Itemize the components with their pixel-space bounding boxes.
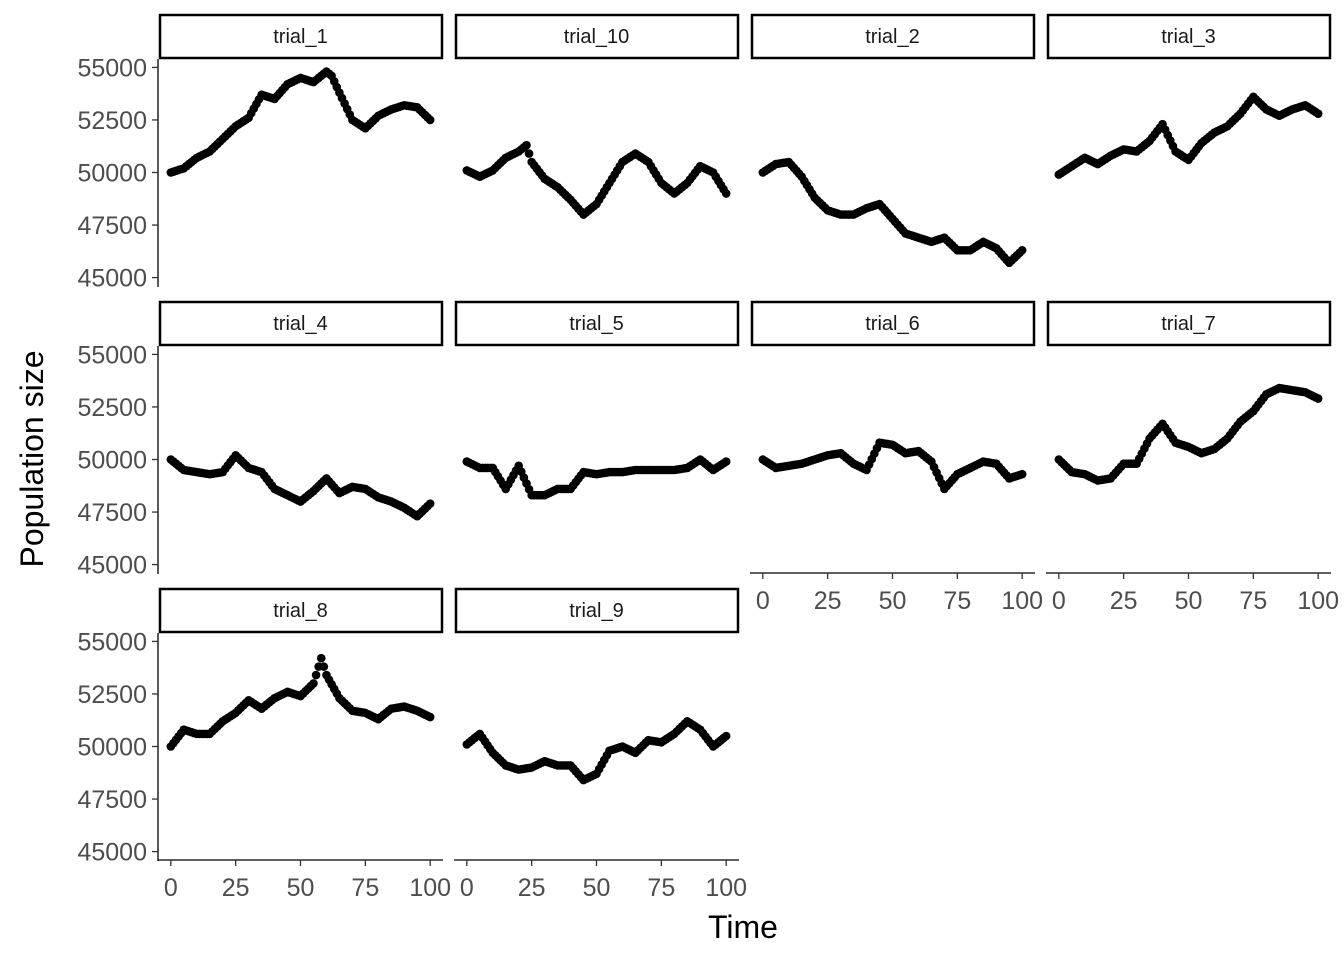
y-tick-label: 47500 — [77, 499, 147, 527]
x-tick-label: 50 — [287, 874, 315, 902]
y-tick-label: 52500 — [77, 107, 147, 135]
x-tick-label: 100 — [1297, 587, 1339, 615]
facet-strip — [454, 13, 740, 60]
facet-strip — [454, 300, 740, 347]
data-point — [721, 189, 731, 198]
facet-panel-trial_4: trial_4 45000 47500 50000 52500 55000 — [77, 300, 444, 580]
facet-panel-trial_5: trial_5 — [454, 300, 740, 500]
facet-strip — [454, 587, 740, 634]
data-points — [462, 455, 731, 500]
y-tick-label: 50000 — [77, 447, 147, 475]
x-tick-label: 75 — [351, 874, 379, 902]
y-tick-label: 55000 — [77, 341, 147, 369]
data-points — [758, 157, 1027, 268]
y-tick-label: 45000 — [77, 552, 147, 580]
facet-strip-label: trial_10 — [564, 26, 630, 48]
data-points — [1054, 92, 1323, 179]
x-tick-label: 100 — [409, 874, 451, 902]
facet-panel-trial_10: trial_10 — [454, 13, 740, 219]
x-tick-label: 50 — [1175, 587, 1203, 615]
x-tick-label: 50 — [583, 874, 611, 902]
y-tick-label: 55000 — [77, 54, 147, 82]
data-point — [1313, 394, 1323, 403]
x-tick-label: 0 — [164, 874, 178, 902]
x-tick-label: 75 — [1239, 587, 1267, 615]
data-point — [721, 731, 731, 741]
facet-strip-label: trial_8 — [273, 600, 327, 622]
x-axis-title: Time — [708, 909, 778, 945]
data-point — [309, 679, 318, 688]
data-point — [721, 457, 731, 466]
facet-strip — [158, 13, 444, 60]
x-tick-label: 50 — [879, 587, 907, 615]
y-tick-label: 52500 — [77, 394, 147, 422]
y-tick-label: 50000 — [77, 160, 147, 188]
y-tick-label: 45000 — [77, 265, 147, 293]
data-points — [166, 67, 435, 177]
data-point — [425, 712, 435, 722]
facet-strip-label: trial_2 — [865, 26, 919, 48]
x-tick-label: 0 — [756, 587, 770, 615]
facet-strip-label: trial_5 — [569, 313, 623, 335]
x-tick-label: 25 — [814, 587, 842, 615]
y-tick-label: 52500 — [77, 681, 147, 709]
data-points — [1054, 383, 1323, 485]
facet-strip-label: trial_9 — [569, 600, 623, 622]
x-tick-label: 75 — [647, 874, 675, 902]
x-tick-label: 100 — [705, 874, 747, 902]
y-tick-label: 50000 — [77, 734, 147, 762]
facet-strip-label: trial_6 — [865, 313, 919, 335]
data-point — [1313, 109, 1323, 118]
data-points — [462, 140, 731, 219]
y-tick-label: 55000 — [77, 628, 147, 656]
y-tick-label: 47500 — [77, 786, 147, 814]
data-point — [425, 115, 435, 125]
data-points — [166, 653, 435, 751]
data-point — [425, 499, 435, 508]
facet-strip-label: trial_7 — [1161, 313, 1215, 335]
data-point — [311, 670, 321, 680]
facet-panel-trial_7: trial_7 0 25 50 75 100 — [1046, 300, 1339, 615]
facet-panel-trial_3: trial_3 — [1046, 13, 1332, 179]
x-tick-label: 0 — [1052, 587, 1066, 615]
facet-strip — [750, 13, 1036, 60]
x-tick-label: 25 — [518, 874, 546, 902]
x-tick-label: 25 — [1110, 587, 1138, 615]
facet-panel-trial_8: trial_8 45000 47500 50000 52500 55000 0 25 50 75 1… — [77, 587, 451, 902]
y-axis-title: Population size — [14, 350, 50, 567]
data-points — [462, 716, 731, 785]
data-point — [524, 149, 534, 158]
y-tick-label: 47500 — [77, 212, 147, 240]
facet-panels: trial_14500047500500005250055000trial_10… — [77, 13, 1339, 902]
facet-panel-trial_9: trial_9 0 25 50 75 100 — [454, 587, 747, 902]
x-tick-label: 75 — [943, 587, 971, 615]
data-points — [758, 438, 1027, 494]
data-point — [316, 653, 326, 663]
facet-strip-label: trial_1 — [273, 26, 327, 48]
data-point — [319, 662, 329, 671]
x-tick-label: 100 — [1001, 587, 1043, 615]
facet-strip — [750, 300, 1036, 347]
facet-strip — [1046, 300, 1332, 347]
facet-strip-label: trial_4 — [273, 313, 327, 335]
facet-panel-trial_6: trial_6 0 25 50 75 100 — [750, 300, 1043, 615]
facet-strip — [1046, 13, 1332, 60]
x-tick-label: 0 — [460, 874, 474, 902]
data-point — [522, 140, 531, 150]
facet-panel-trial_1: trial_1 45000 47500 50000 52500 55000 — [77, 13, 444, 293]
facet-strip-label: trial_3 — [1161, 26, 1215, 48]
facet-strip — [158, 300, 444, 347]
y-tick-label: 45000 — [77, 839, 147, 867]
data-points — [166, 450, 435, 521]
facet-panel-trial_2: trial_2 — [750, 13, 1036, 268]
data-point — [1017, 245, 1027, 255]
x-tick-label: 25 — [222, 874, 250, 902]
data-point — [1017, 469, 1027, 479]
facet-strip — [158, 587, 444, 634]
